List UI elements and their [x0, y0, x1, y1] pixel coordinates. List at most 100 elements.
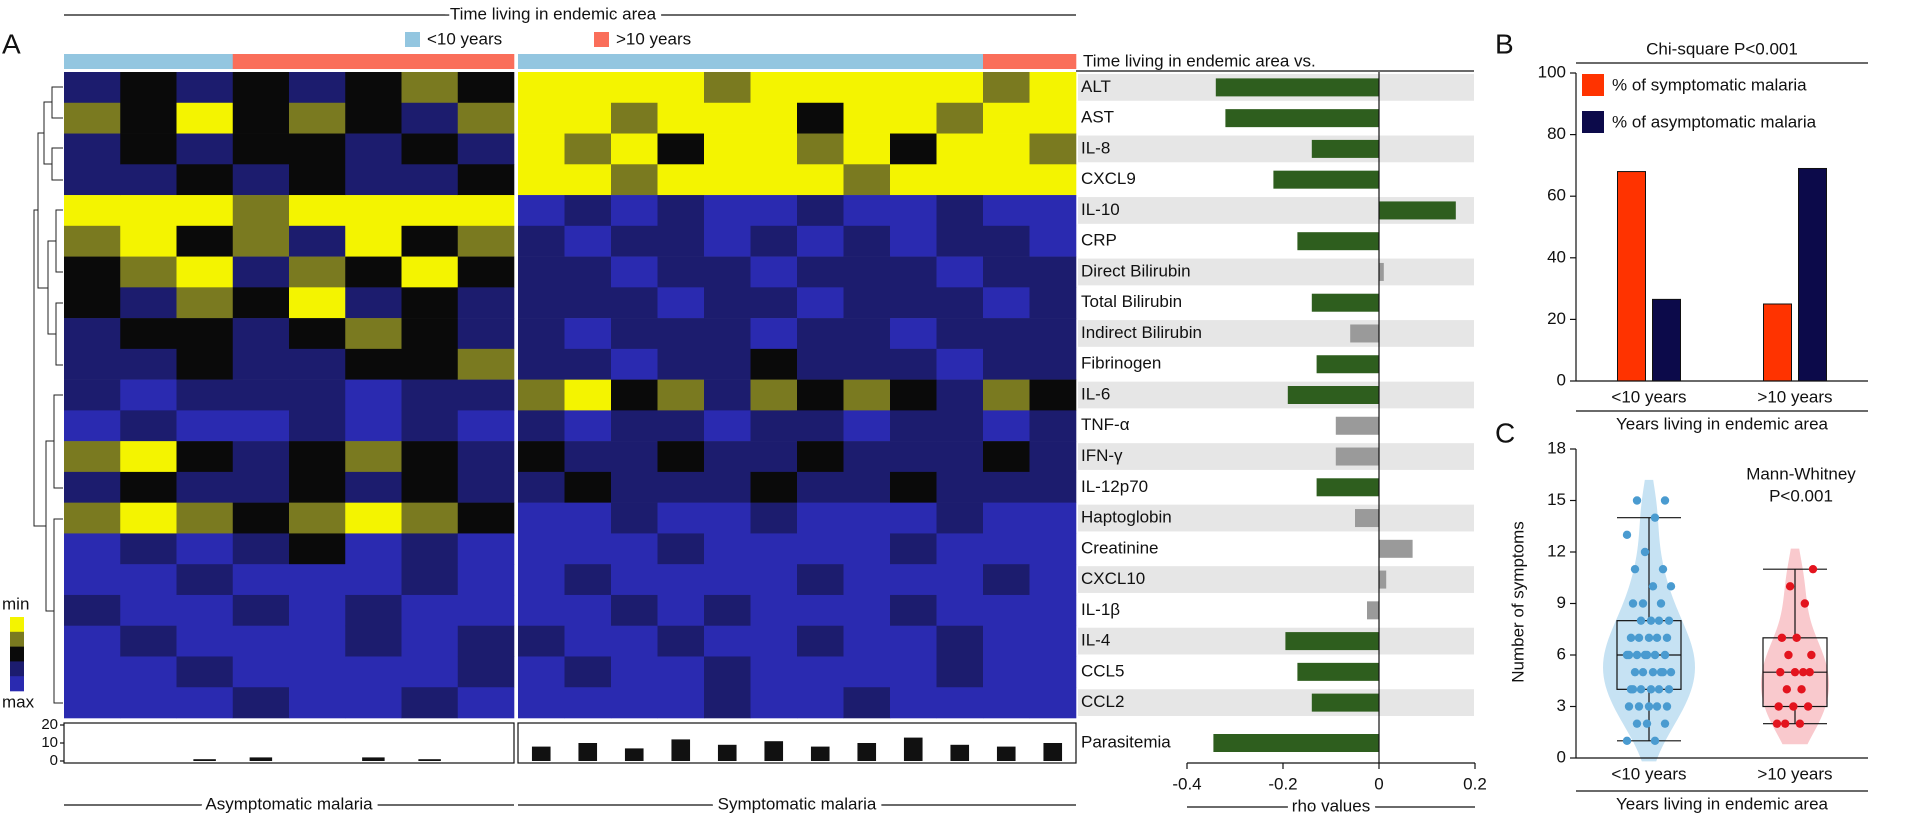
heatmap-cell	[457, 164, 515, 196]
heatmap-cell	[843, 594, 891, 627]
parasitemia-bar	[249, 757, 273, 761]
heatmap-cell	[64, 564, 121, 596]
heatmap-cell	[289, 502, 346, 534]
heatmap-cell	[120, 225, 177, 257]
heatmap-cell	[983, 410, 1030, 442]
heatmap-cell	[657, 410, 705, 442]
heatmap-cell	[983, 225, 1030, 257]
heatmap-cell	[657, 195, 705, 227]
heatmap-cell	[843, 625, 891, 657]
heatmap-cell	[289, 195, 346, 227]
y-tick-label: 0	[50, 752, 58, 769]
point	[1785, 582, 1795, 591]
heatmap-cell	[120, 102, 177, 134]
heatmap-cell	[64, 318, 121, 350]
heatmap-cell	[345, 133, 402, 165]
point	[1803, 702, 1813, 711]
heatmap-cell	[289, 225, 346, 257]
chart-title: Chi-square P<0.001	[1646, 39, 1798, 58]
heatmap-cell	[176, 164, 234, 196]
heatmap-cell	[843, 687, 891, 719]
row-stripe	[1078, 566, 1474, 593]
row-stripe	[1078, 689, 1474, 716]
bar	[1379, 539, 1413, 558]
heatmap-cell	[401, 287, 459, 319]
heatmap-cell	[936, 379, 984, 411]
point	[1777, 633, 1787, 643]
heatmap-cell	[176, 72, 234, 104]
point	[1648, 667, 1658, 677]
heatmap-cell	[1029, 318, 1077, 350]
heatmap-cell	[64, 256, 121, 288]
point	[1774, 702, 1783, 711]
point	[1798, 667, 1808, 677]
time-group-bar	[176, 54, 234, 69]
point	[1632, 650, 1642, 660]
heatmap-cell	[176, 502, 234, 534]
heatmap-cell	[345, 594, 402, 627]
heatmap-cell	[936, 164, 984, 196]
heatmap-cell	[843, 256, 891, 288]
heatmap-cell	[345, 502, 402, 534]
point	[1654, 685, 1664, 694]
point	[1795, 719, 1805, 728]
heatmap-cell	[518, 195, 565, 227]
heatmap-cell	[232, 410, 290, 442]
bar	[1311, 693, 1379, 712]
parasitemia-bar	[857, 743, 877, 761]
heatmap-cell	[564, 225, 612, 257]
heatmap-cell	[232, 441, 290, 473]
legend-label: >10 years	[616, 29, 691, 48]
heatmap-cell	[120, 441, 177, 473]
heatmap-cell	[611, 133, 658, 165]
heatmap-cell	[518, 656, 565, 688]
point	[1772, 719, 1782, 728]
bar	[1350, 324, 1379, 343]
parasitemia-bar	[764, 741, 784, 761]
legend-label: % of symptomatic malaria	[1612, 75, 1807, 94]
time-group-bar	[518, 54, 565, 69]
row-label: Total Bilirubin	[1081, 292, 1182, 311]
time-group-bar	[657, 54, 705, 69]
point	[1792, 633, 1801, 643]
heatmap-cell	[120, 379, 177, 411]
heatmap-cell	[564, 410, 612, 442]
heatmap-cell	[704, 102, 751, 134]
row-label: IL-10	[1081, 200, 1120, 219]
heatmap-cell	[401, 471, 459, 503]
heatmap-cell	[176, 195, 234, 227]
bar	[1297, 232, 1379, 251]
heatmap-cell	[890, 410, 937, 442]
heatmap-cell	[983, 656, 1030, 688]
group-label: Symptomatic malaria	[718, 794, 877, 813]
heatmap-cell	[518, 348, 565, 380]
heatmap-cell	[611, 594, 658, 627]
point	[1650, 650, 1660, 660]
heatmap-cell	[289, 72, 346, 104]
heatmap-cell	[345, 441, 402, 473]
heatmap-cell	[983, 102, 1030, 134]
heatmap-cell	[704, 471, 751, 503]
heatmap-cell	[457, 195, 515, 227]
heatmap-cell	[704, 410, 751, 442]
heatmap-cell	[401, 656, 459, 688]
heatmap-cell	[657, 594, 705, 627]
heatmap-cell	[611, 564, 658, 596]
heatmap-cell	[797, 195, 844, 227]
heatmap-cell	[564, 133, 612, 165]
heatmap-cell	[983, 72, 1030, 104]
heatmap-cell	[843, 164, 891, 196]
heatmap-cell	[345, 348, 402, 380]
heatmap-cell	[890, 533, 937, 565]
heatmap-cell	[289, 625, 346, 657]
y-tick-label: 20	[1547, 309, 1566, 328]
heatmap-cell	[890, 625, 937, 657]
heatmap-cell	[704, 256, 751, 288]
point	[1666, 667, 1676, 677]
heatmap-cell	[797, 410, 844, 442]
row-stripe	[1078, 320, 1474, 347]
point	[1630, 564, 1640, 574]
heatmap-cell	[843, 656, 891, 688]
heatmap-cell	[611, 379, 658, 411]
point	[1780, 719, 1790, 728]
